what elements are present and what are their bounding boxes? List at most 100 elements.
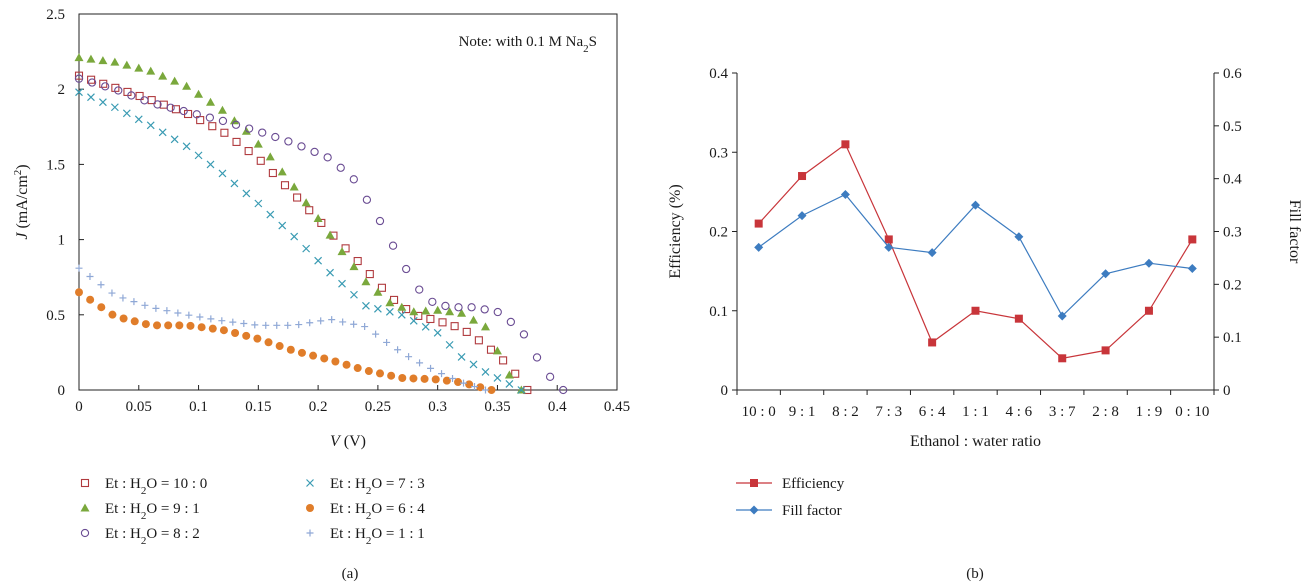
panel-label-a: (a)	[342, 566, 359, 582]
data-point	[420, 374, 429, 383]
data-point	[754, 242, 764, 252]
data-point	[122, 60, 132, 69]
data-point	[284, 321, 292, 329]
legend-label: Et : H2O = 8 : 2	[105, 526, 200, 547]
data-point	[297, 348, 306, 357]
data-point	[258, 128, 267, 137]
data-point	[840, 190, 850, 200]
data-point	[75, 88, 83, 97]
data-point	[415, 285, 424, 294]
data-point	[797, 211, 807, 221]
data-point	[492, 346, 502, 355]
data-point	[320, 354, 329, 363]
legend-marker	[749, 505, 759, 515]
data-point	[445, 307, 455, 316]
data-point	[134, 63, 144, 72]
x-tick-label: 0.3	[428, 399, 447, 415]
data-point	[373, 287, 383, 296]
data-point	[297, 142, 306, 151]
data-point	[306, 319, 314, 327]
data-point	[454, 303, 463, 312]
data-point	[74, 53, 84, 62]
data-point	[229, 116, 239, 125]
data-point	[545, 372, 555, 381]
data-point	[438, 370, 446, 378]
x-category-label: 6 : 4	[919, 404, 946, 420]
data-point	[506, 317, 516, 327]
data-point	[197, 323, 206, 332]
data-point	[293, 193, 302, 202]
data-point	[153, 100, 162, 109]
data-point	[317, 317, 325, 325]
data-point	[207, 315, 215, 323]
data-point	[152, 304, 160, 312]
legend-entry: Fill factor	[736, 503, 842, 519]
data-point	[273, 321, 281, 329]
data-point	[323, 153, 332, 162]
data-point	[309, 351, 318, 360]
data-point	[361, 277, 371, 286]
data-point	[1058, 354, 1067, 363]
x-tick-label: 0.05	[126, 399, 152, 415]
data-point	[310, 147, 319, 157]
legend-marker	[306, 479, 314, 487]
data-point	[487, 386, 496, 394]
data-point	[397, 302, 407, 311]
data-point	[388, 241, 398, 250]
data-point	[194, 89, 204, 98]
data-point	[457, 308, 467, 317]
data-point	[74, 71, 84, 80]
data-point	[449, 374, 457, 382]
data-point	[1101, 269, 1111, 279]
data-point	[175, 321, 184, 330]
data-point	[277, 167, 287, 176]
x-category-label: 4 : 6	[1006, 404, 1033, 420]
y-tick-label: 0	[58, 383, 66, 399]
y-tick-label: 2	[58, 82, 66, 98]
data-point	[206, 97, 216, 106]
data-point	[253, 334, 262, 343]
data-point	[469, 360, 478, 369]
data-point	[127, 91, 136, 100]
data-point	[884, 235, 893, 244]
data-point	[383, 338, 391, 346]
data-point	[1188, 235, 1197, 244]
data-point	[486, 345, 496, 354]
data-point	[171, 105, 180, 114]
data-point	[230, 179, 239, 188]
data-point	[377, 283, 386, 292]
legend-entry: Efficiency	[736, 476, 845, 492]
data-point	[108, 310, 117, 319]
data-point	[254, 199, 263, 208]
data-point	[301, 198, 311, 207]
x-tick-label: 0.45	[604, 399, 630, 415]
data-point	[331, 357, 340, 366]
legend-entry: Et : H2O = 6 : 4	[306, 501, 425, 522]
data-point	[122, 109, 131, 118]
data-point	[286, 345, 295, 354]
data-point	[372, 330, 380, 338]
series-2	[74, 53, 526, 394]
series-1	[74, 71, 532, 395]
data-point	[302, 244, 311, 253]
data-point	[74, 74, 84, 83]
data-point	[349, 262, 359, 271]
data-point	[75, 264, 83, 272]
data-point	[402, 264, 411, 274]
data-point	[158, 71, 168, 80]
data-point	[519, 330, 529, 339]
data-point	[275, 342, 284, 351]
data-point	[532, 353, 542, 362]
data-point	[108, 289, 116, 297]
x-category-label: 3 : 7	[1049, 404, 1076, 420]
legend-marker	[306, 529, 314, 537]
data-point	[474, 336, 483, 345]
data-point	[101, 82, 110, 91]
x-category-label: 2 : 8	[1092, 404, 1119, 420]
data-point	[517, 386, 526, 394]
x-tick-label: 0	[75, 399, 83, 415]
data-point	[416, 359, 424, 367]
data-point	[505, 380, 514, 388]
series-4	[75, 88, 526, 394]
legend-entry: Et : H2O = 7 : 3	[306, 476, 425, 497]
